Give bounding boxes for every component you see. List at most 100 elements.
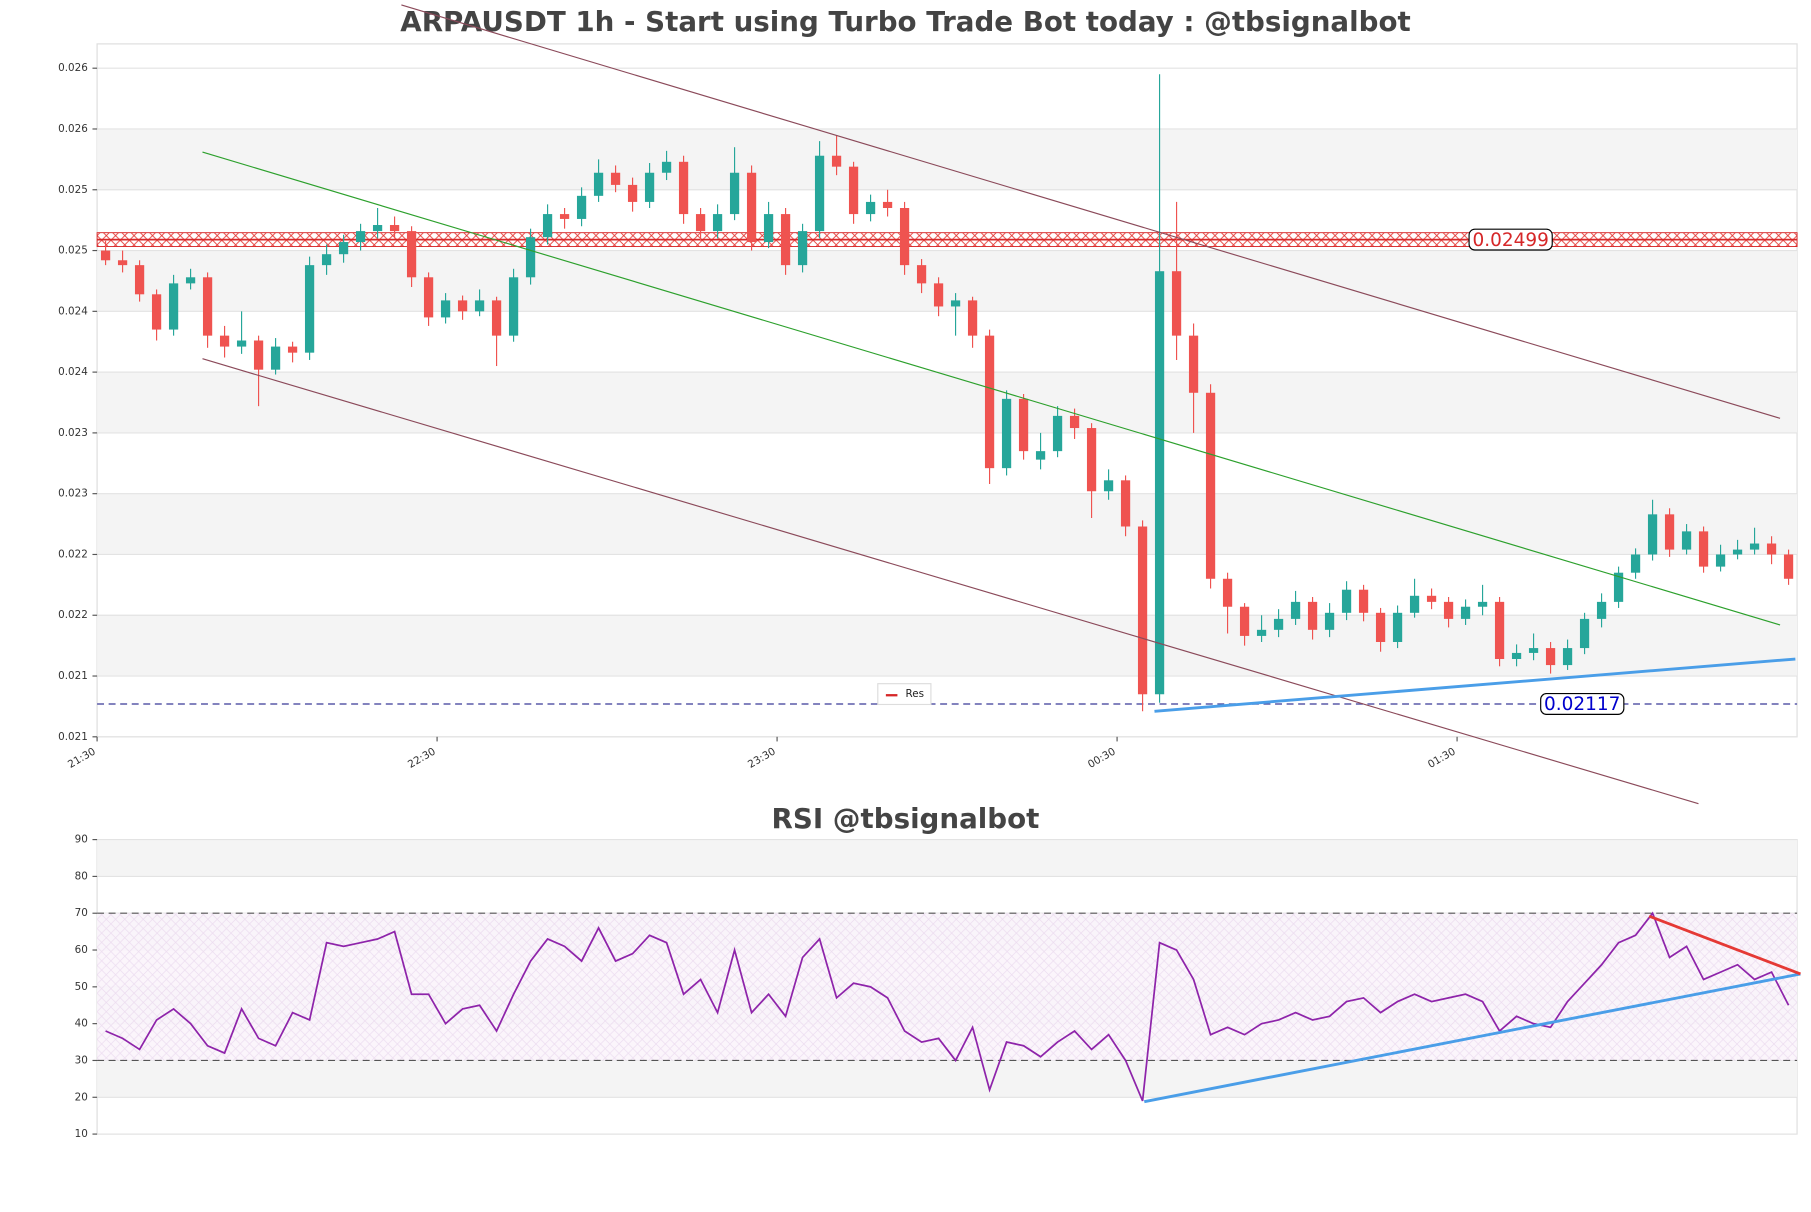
candle-body: [865, 201, 876, 215]
candle-body: [1171, 271, 1182, 336]
rsi-band: [97, 913, 1798, 1061]
candle-body: [950, 300, 961, 307]
y-tick-label: 0.021: [58, 731, 88, 743]
trend-line: [202, 358, 1699, 805]
x-tick-label: 00:30: [1086, 745, 1118, 770]
candle-body: [219, 335, 230, 347]
candle-body: [831, 155, 842, 167]
candle-body: [1511, 652, 1522, 660]
trend-line: [1648, 914, 1801, 976]
candle-body: [1460, 606, 1471, 619]
candle-body: [1579, 618, 1590, 649]
candle-body: [848, 166, 859, 215]
candle-body: [780, 214, 791, 266]
candle-body: [1664, 514, 1675, 550]
candle-body: [1749, 543, 1760, 550]
y-tick-label: 0.026: [58, 123, 88, 135]
candle-body: [304, 265, 315, 353]
candle-body: [729, 172, 740, 215]
candle-body: [1256, 629, 1267, 636]
candle-body: [542, 214, 553, 238]
candle-body: [1392, 612, 1403, 642]
candle-body: [712, 214, 723, 232]
candle-body: [593, 172, 604, 196]
candle-body: [627, 184, 638, 202]
candle-body: [1494, 601, 1505, 660]
candle-body: [1188, 335, 1199, 393]
candle-body: [916, 265, 927, 284]
level-label-box: [1540, 693, 1625, 715]
candle-body: [933, 283, 944, 307]
y-tick-label: 0.022: [58, 609, 88, 621]
grid-band: [97, 493, 1798, 555]
candle-body: [1052, 415, 1063, 452]
price-panel: 0.021 0.021 0.022 0.022 0.023 0.023 0.024 0.024…: [58, 4, 1798, 805]
candle-body: [1375, 612, 1386, 642]
candle-body: [474, 300, 485, 312]
candle-body: [1562, 648, 1573, 666]
candle-body: [1409, 595, 1420, 613]
x-tick-label: 21:30: [66, 745, 98, 770]
candle-body: [1001, 398, 1012, 469]
candle-body: [882, 201, 893, 208]
candle-body: [1273, 618, 1284, 630]
x-tick-label: 01:30: [1426, 745, 1458, 770]
candle-body: [695, 214, 706, 232]
candle-body: [1205, 392, 1216, 579]
candle-body: [423, 277, 434, 318]
candle-body: [1766, 543, 1777, 555]
candle-body: [1426, 595, 1437, 602]
y-tick-label: 0.022: [58, 548, 88, 560]
grid-band: [97, 839, 1798, 877]
candle-body: [1358, 589, 1369, 613]
candle-body: [1120, 480, 1131, 527]
y-tick-label: 0.024: [58, 305, 88, 317]
grid-band: [97, 1060, 1798, 1098]
y-tick-label: 0.021: [58, 670, 88, 682]
y-tick-label: 0.024: [58, 366, 88, 378]
candle-body: [1137, 526, 1148, 695]
candle-body: [491, 300, 502, 336]
candle-body: [1545, 648, 1556, 666]
candle-body: [967, 300, 978, 336]
candle-body: [644, 172, 655, 202]
rsi-line: [105, 911, 1790, 1102]
candle-body: [338, 242, 349, 255]
y-tick-label: 80: [75, 870, 88, 882]
candle-body: [1086, 428, 1097, 492]
grid-band: [97, 128, 1798, 190]
trend-line: [202, 151, 1781, 626]
candle-body: [1715, 554, 1726, 567]
candle-body: [236, 340, 247, 347]
candle-body: [576, 195, 587, 219]
candle-body: [508, 277, 519, 336]
candle-body: [117, 260, 128, 266]
candle-body: [1783, 554, 1794, 579]
y-tick-label: 90: [75, 834, 88, 846]
chart-title: ARPAUSDT 1h - Start using Turbo Trade Bo…: [400, 5, 1410, 38]
rsi-panel: 10 20 30 40 50 60 70 80 90 RSI @tbsignalbot: [75, 802, 1801, 1140]
candle-body: [389, 225, 400, 232]
candle-body: [1596, 601, 1607, 619]
candle-body: [1647, 514, 1658, 555]
candle-body: [1732, 549, 1743, 555]
candle-body: [1154, 271, 1165, 695]
candle-body: [525, 237, 536, 278]
candle-body: [661, 161, 672, 173]
candle-body: [797, 231, 808, 266]
y-tick-label: 0.025: [58, 245, 88, 257]
candle-body: [1103, 480, 1114, 492]
candle-body: [100, 250, 111, 261]
candle-body: [678, 161, 689, 215]
trend-line: [401, 4, 1781, 419]
y-tick-label: 30: [75, 1054, 88, 1066]
candle-body: [1613, 572, 1624, 602]
trend-line: [1154, 657, 1796, 713]
candle-body: [1069, 415, 1080, 429]
grid-band: [97, 250, 1798, 312]
y-tick-label: 0.025: [58, 184, 88, 196]
candle-body: [355, 231, 366, 243]
candle-body: [457, 300, 468, 312]
candle-body: [1528, 648, 1539, 653]
